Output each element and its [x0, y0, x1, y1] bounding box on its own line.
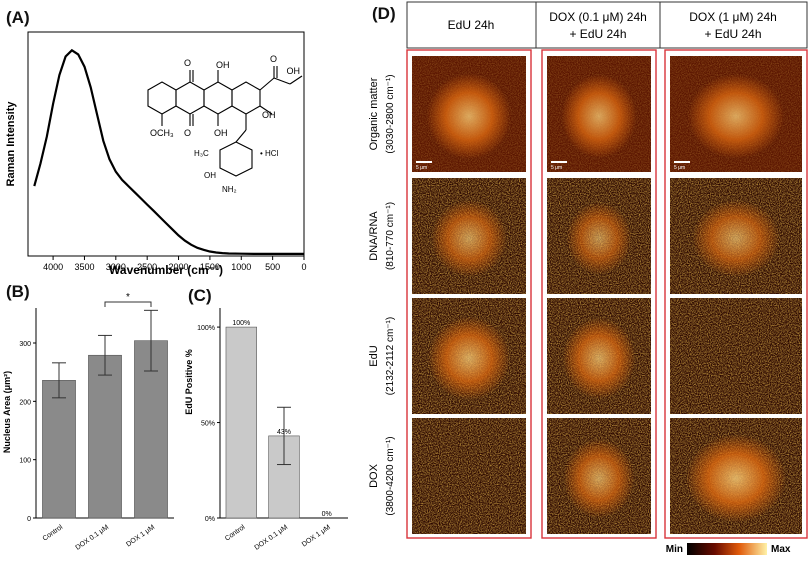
bar-y-tick-label: 100%	[197, 325, 215, 332]
column-frame-0	[406, 49, 532, 539]
row-label-2: EdU	[368, 345, 380, 366]
nucleus-area-chart: 0 100 200 300 Control DOX 0.1 μM DOX 1 μM * Nu…	[2, 292, 174, 552]
raman-map-tile	[412, 298, 526, 414]
raman-map-tile	[670, 178, 802, 294]
nh2-group: NH₂	[222, 185, 237, 194]
imaging-row-labels: Organic matter (3030-2800 cm⁻¹) DNA/RNA (81…	[368, 74, 396, 515]
raman-y-label: Raman Intensity	[5, 101, 17, 187]
nucleus-area-y-label: Nucleus Area (μm²)	[2, 371, 12, 453]
bar-category-label: Control	[42, 524, 65, 543]
raman-map-tile	[670, 298, 802, 414]
significance-marker: *	[126, 292, 130, 303]
panel-b-label: (B)	[6, 282, 30, 301]
bar-0	[225, 326, 257, 519]
bar-category-label: DOX 0.1 μM	[253, 524, 289, 552]
bar-y-tick-label: 100	[19, 458, 31, 465]
raman-x-tick-label: 3500	[74, 262, 94, 272]
row-range-1: (810-770 cm⁻¹)	[385, 202, 396, 270]
bar-1	[88, 354, 122, 519]
raman-x-tick-label: 4000	[43, 262, 63, 272]
column-header-1-line2: + EdU 24h	[569, 27, 626, 41]
ketone-o: O	[270, 54, 277, 64]
imaging-tiles: 5 μm 5 μm 5 μm	[406, 49, 808, 539]
colorbar-min-label: Min	[666, 544, 683, 555]
row-label-1: DNA/RNA	[368, 211, 380, 261]
row-range-3: (3800-4200 cm⁻¹)	[385, 436, 396, 515]
raman-x-tick-label: 0	[301, 262, 306, 272]
raman-spectrum-chart: 4000 3500 3000 2500 2000 1500 1000 500 0 Raman I…	[5, 31, 307, 277]
row-label-3: DOX	[368, 463, 380, 488]
bar-category-label: DOX 1 μM	[125, 524, 156, 549]
doxorubicin-structure	[147, 66, 303, 177]
bar-y-tick-label: 0	[27, 516, 31, 523]
raman-x-tick-label: 2000	[169, 262, 189, 272]
raman-map-tile	[412, 418, 526, 534]
raman-x-tick-label: 3000	[106, 262, 126, 272]
raman-map-tile	[547, 418, 651, 534]
raman-plot-frame	[27, 31, 305, 257]
bar-data-label: 0%	[322, 511, 332, 518]
raman-x-tick-label: 2500	[137, 262, 157, 272]
column-header-1: DOX (0.1 μM) 24h	[549, 10, 647, 24]
raman-map-tile	[670, 418, 802, 534]
raman-map-tile: 5 μm	[670, 56, 802, 172]
bar-data-label: 43%	[277, 429, 291, 436]
hcl-label: • HCl	[260, 149, 279, 158]
panel-a-label: (A)	[6, 8, 30, 27]
bar-category-label: DOX 0.1 μM	[74, 524, 110, 552]
raman-series-line	[33, 48, 304, 255]
imaging-column-headers: EdU 24h DOX (0.1 μM) 24h + EdU 24h DOX (1 μ…	[406, 1, 808, 49]
raman-map-tile	[547, 178, 651, 294]
oh-group-ring: OH	[262, 110, 276, 120]
row-label-0: Organic matter	[368, 77, 380, 150]
o-group-bottom: O	[184, 128, 191, 138]
column-header-0: EdU 24h	[448, 18, 495, 32]
row-range-2: (2132-2112 cm⁻¹)	[385, 317, 396, 395]
scale-bar-label: 5 μm	[551, 165, 562, 171]
raman-map-tile: 5 μm	[412, 56, 526, 172]
panel-c-label: (C)	[188, 286, 212, 305]
bar-category-label: Control	[224, 524, 247, 543]
raman-x-axis: 4000 3500 3000 2500 2000 1500 1000 500 0	[43, 256, 307, 272]
scale-bar-label: 5 μm	[416, 165, 427, 171]
edu-positive-chart: 0% 50% 100% 100% Control 43% DOX 0.1 μM 0% DOX …	[184, 308, 348, 552]
raman-x-label: Wavenumber (cm⁻¹)	[109, 263, 223, 277]
raman-imaging-grid: EdU 24h DOX (0.1 μM) 24h + EdU 24h DOX (1 μ…	[368, 1, 808, 555]
column-header-frame	[406, 1, 808, 49]
oh-group-bottom: OH	[214, 128, 228, 138]
bar-category-label: DOX 1 μM	[301, 524, 332, 549]
nucleus-area-bars: Control DOX 0.1 μM DOX 1 μM *	[42, 292, 168, 552]
raman-map-tile	[412, 178, 526, 294]
colorbar	[687, 543, 767, 555]
bar-0	[42, 380, 76, 519]
column-header-2: DOX (1 μM) 24h	[689, 10, 777, 24]
bar-y-tick-label: 300	[19, 341, 31, 348]
bar-data-label: 100%	[232, 320, 250, 327]
edu-positive-y-label: EdU Positive %	[184, 349, 194, 415]
panel-d-label: (D)	[372, 4, 396, 23]
bar-y-tick-label: 0%	[205, 516, 215, 523]
raman-x-tick-label: 500	[265, 262, 280, 272]
bar-y-tick-label: 50%	[201, 421, 215, 428]
column-frame-2	[664, 49, 808, 539]
raman-x-tick-label: 1500	[200, 262, 220, 272]
row-range-0: (3030-2800 cm⁻¹)	[385, 74, 396, 153]
och3-group: OCH₃	[150, 128, 174, 138]
oh-group-top: OH	[216, 60, 230, 70]
column-frame-1	[541, 49, 657, 539]
raman-x-tick-label: 1000	[231, 262, 251, 272]
raman-map-tile	[547, 298, 651, 414]
ch3-group: H₃C	[194, 149, 209, 158]
raman-map-tile: 5 μm	[547, 56, 651, 172]
column-header-2-line2: + EdU 24h	[704, 27, 761, 41]
oh-sugar: OH	[204, 171, 216, 180]
significance-bracket	[104, 301, 152, 307]
scale-bar-label: 5 μm	[674, 165, 685, 171]
edu-positive-bars: 100% Control 43% DOX 0.1 μM 0% DOX 1 μM	[224, 320, 332, 552]
o-group-top: O	[184, 58, 191, 68]
bar-y-tick-label: 200	[19, 399, 31, 406]
oh-group-side: OH	[287, 66, 301, 76]
colorbar-max-label: Max	[771, 544, 791, 555]
